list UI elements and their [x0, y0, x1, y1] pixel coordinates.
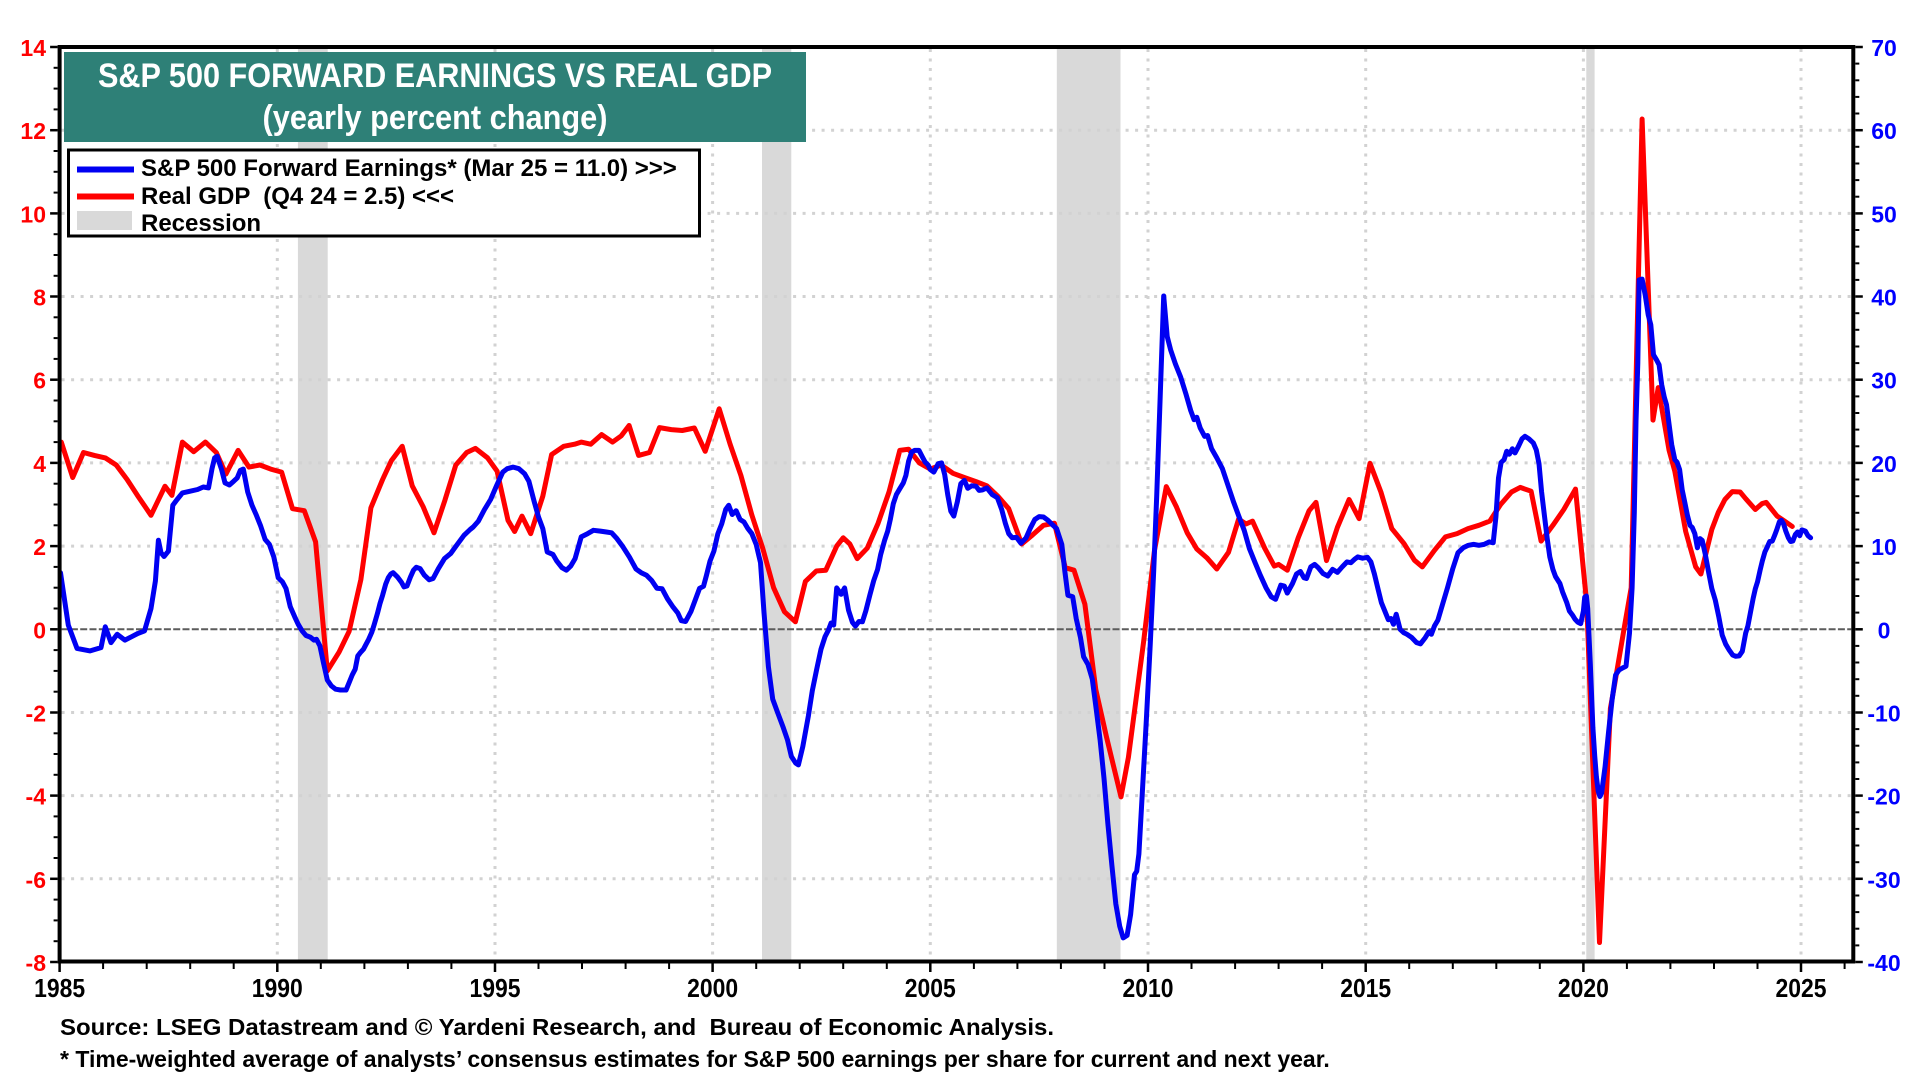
svg-text:50: 50 — [1871, 201, 1897, 227]
svg-text:-40: -40 — [1867, 950, 1900, 976]
svg-text:S&P 500 FORWARD EARNINGS VS RE: S&P 500 FORWARD EARNINGS VS REAL GDP — [98, 57, 772, 95]
svg-text:-2: -2 — [26, 701, 46, 727]
svg-text:20: 20 — [1871, 451, 1897, 477]
svg-text:1995: 1995 — [470, 973, 521, 1003]
svg-text:-8: -8 — [26, 950, 47, 976]
svg-text:Real GDP (Q4 24 = 2.5) <<<: Real GDP (Q4 24 = 2.5) <<< — [141, 183, 454, 210]
svg-text:2015: 2015 — [1340, 973, 1391, 1003]
svg-text:-10: -10 — [1867, 701, 1900, 727]
svg-text:2005: 2005 — [905, 973, 956, 1003]
svg-text:-4: -4 — [26, 784, 47, 810]
svg-text:30: 30 — [1871, 368, 1897, 394]
svg-text:S&P 500 Forward Earnings* (Mar: S&P 500 Forward Earnings* (Mar 25 = 11.0… — [141, 155, 677, 182]
svg-text:2: 2 — [33, 534, 46, 560]
svg-text:1990: 1990 — [252, 973, 303, 1003]
svg-text:10: 10 — [20, 201, 46, 227]
svg-text:10: 10 — [1871, 534, 1897, 560]
svg-text:(yearly percent change): (yearly percent change) — [263, 99, 608, 137]
svg-text:8: 8 — [33, 285, 46, 311]
svg-text:1985: 1985 — [34, 973, 85, 1003]
svg-text:6: 6 — [33, 368, 46, 394]
svg-text:2010: 2010 — [1123, 973, 1174, 1003]
svg-text:60: 60 — [1871, 118, 1897, 144]
svg-text:-20: -20 — [1867, 784, 1900, 810]
svg-text:-6: -6 — [26, 867, 46, 893]
svg-text:* Time-weighted average of ana: * Time-weighted average of analysts’ con… — [60, 1046, 1330, 1072]
svg-text:2025: 2025 — [1776, 973, 1827, 1003]
svg-text:Recession: Recession — [141, 210, 261, 237]
svg-text:2020: 2020 — [1558, 973, 1609, 1003]
svg-text:40: 40 — [1871, 285, 1897, 311]
svg-text:4: 4 — [33, 451, 46, 477]
svg-text:-30: -30 — [1867, 867, 1900, 893]
svg-text:12: 12 — [20, 118, 46, 144]
svg-text:2000: 2000 — [687, 973, 738, 1003]
svg-text:0: 0 — [33, 617, 46, 643]
svg-text:0: 0 — [1878, 617, 1891, 643]
svg-text:Source: LSEG Datastream and ©: Source: LSEG Datastream and © Yardeni Re… — [60, 1014, 1054, 1040]
svg-text:14: 14 — [20, 35, 46, 61]
svg-text:70: 70 — [1871, 35, 1897, 61]
